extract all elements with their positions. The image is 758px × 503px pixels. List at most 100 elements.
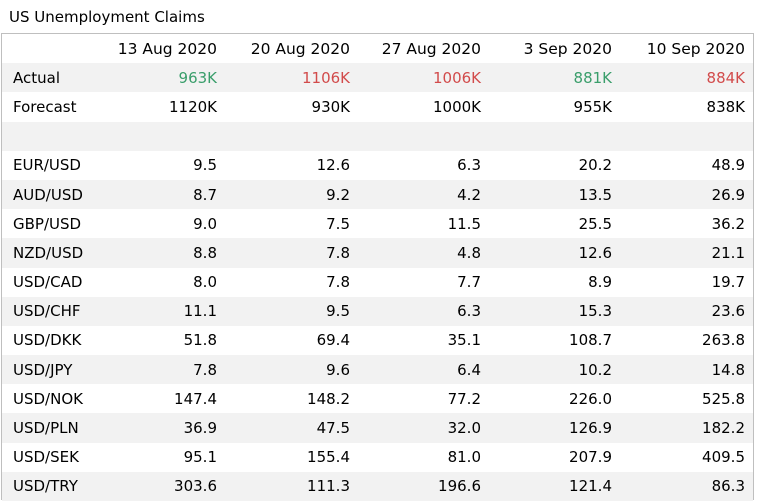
pair-label: USD/PLN	[13, 419, 79, 438]
pair-value: 126.9	[569, 419, 612, 438]
pair-value: 86.3	[711, 477, 745, 496]
pair-label: USD/CHF	[13, 302, 81, 321]
pair-label: USD/NOK	[13, 389, 83, 408]
table-row: GBP/USD 9.0 7.5 11.5 25.5 36.2	[2, 209, 753, 238]
table-row: USD/JPY 7.8 9.6 6.4 10.2 14.8	[2, 355, 753, 385]
pair-label: USD/CAD	[13, 273, 83, 292]
column-header: 20 Aug 2020	[250, 39, 350, 58]
pair-value: 9.6	[326, 360, 350, 379]
actual-value: 881K	[573, 68, 612, 87]
pair-value: 10.2	[578, 360, 612, 379]
pair-value: 303.6	[174, 477, 217, 496]
pair-value: 51.8	[183, 331, 217, 350]
pair-value: 8.7	[193, 185, 217, 204]
pair-label: USD/JPY	[13, 360, 73, 379]
table-header-row: 13 Aug 2020 20 Aug 2020 27 Aug 2020 3 Se…	[2, 34, 753, 63]
forecast-value: 1000K	[432, 97, 481, 116]
forecast-value: 955K	[573, 97, 612, 116]
pair-value: 8.8	[193, 243, 217, 262]
pair-value: 11.5	[447, 214, 481, 233]
column-header: 13 Aug 2020	[117, 39, 217, 58]
pair-label: USD/SEK	[13, 448, 79, 467]
pair-value: 7.8	[326, 243, 350, 262]
pair-value: 12.6	[316, 156, 350, 175]
pair-value: 21.1	[711, 243, 745, 262]
pair-value: 4.2	[457, 185, 481, 204]
row-label: Forecast	[13, 97, 77, 116]
pair-value: 77.2	[447, 389, 481, 408]
pair-value: 32.0	[447, 419, 481, 438]
pair-value: 9.5	[326, 302, 350, 321]
pair-value: 111.3	[307, 477, 350, 496]
pair-label: AUD/USD	[13, 185, 83, 204]
pair-value: 196.6	[438, 477, 481, 496]
pair-value: 9.5	[193, 156, 217, 175]
table-row: USD/CHF 11.1 9.5 6.3 15.3 23.6	[2, 296, 753, 326]
pair-value: 81.0	[447, 448, 481, 467]
pair-value: 23.6	[711, 302, 745, 321]
forecast-value: 930K	[311, 97, 350, 116]
pair-value: 226.0	[569, 389, 612, 408]
pair-value: 7.8	[326, 273, 350, 292]
pair-value: 147.4	[174, 389, 217, 408]
pair-value: 13.5	[578, 185, 612, 204]
pair-value: 263.8	[702, 331, 745, 350]
pair-value: 14.8	[711, 360, 745, 379]
pair-value: 409.5	[702, 448, 745, 467]
spacer-row	[2, 121, 753, 151]
table-row: USD/TRY 303.6 111.3 196.6 121.4 86.3	[2, 471, 753, 501]
forecast-row: Forecast 1120K 930K 1000K 955K 838K	[2, 92, 753, 121]
pair-value: 11.1	[183, 302, 217, 321]
table-row: USD/SEK 95.1 155.4 81.0 207.9 409.5	[2, 443, 753, 472]
pair-value: 95.1	[183, 448, 217, 467]
actual-value: 884K	[706, 68, 745, 87]
pair-value: 36.2	[711, 214, 745, 233]
pair-value: 9.0	[193, 214, 217, 233]
pair-label: EUR/USD	[13, 156, 81, 175]
actual-value: 1106K	[301, 68, 350, 87]
pair-value: 121.4	[569, 477, 612, 496]
pair-label: USD/DKK	[13, 331, 82, 350]
actual-row: Actual 963K 1106K 1006K 881K 884K	[2, 63, 753, 93]
actual-value: 1006K	[432, 68, 481, 87]
pair-value: 7.8	[193, 360, 217, 379]
pair-value: 8.0	[193, 273, 217, 292]
pair-value: 15.3	[578, 302, 612, 321]
pair-value: 207.9	[569, 448, 612, 467]
pair-value: 525.8	[702, 389, 745, 408]
table-row: AUD/USD 8.7 9.2 4.2 13.5 26.9	[2, 179, 753, 210]
table-row: USD/NOK 147.4 148.2 77.2 226.0 525.8	[2, 384, 753, 413]
column-header: 27 Aug 2020	[381, 39, 481, 58]
pair-value: 35.1	[447, 331, 481, 350]
pair-value: 19.7	[711, 273, 745, 292]
pair-value: 7.7	[457, 273, 481, 292]
pair-value: 182.2	[702, 419, 745, 438]
pair-value: 36.9	[183, 419, 217, 438]
pair-value: 20.2	[578, 156, 612, 175]
pair-value: 108.7	[569, 331, 612, 350]
column-header: 3 Sep 2020	[523, 39, 612, 58]
pair-value: 155.4	[307, 448, 350, 467]
page-title: US Unemployment Claims	[9, 8, 205, 26]
table-row: USD/CAD 8.0 7.8 7.7 8.9 19.7	[2, 268, 753, 297]
pair-value: 8.9	[588, 273, 612, 292]
pair-value: 26.9	[711, 185, 745, 204]
pair-value: 6.4	[457, 360, 481, 379]
pair-label: GBP/USD	[13, 214, 82, 233]
claims-table: 13 Aug 2020 20 Aug 2020 27 Aug 2020 3 Se…	[1, 33, 754, 501]
pair-label: USD/TRY	[13, 477, 78, 496]
pair-value: 69.4	[316, 331, 350, 350]
pair-value: 4.8	[457, 243, 481, 262]
table-row: EUR/USD 9.5 12.6 6.3 20.2 48.9	[2, 151, 753, 180]
pair-value: 148.2	[307, 389, 350, 408]
forecast-value: 838K	[706, 97, 745, 116]
table-row: USD/DKK 51.8 69.4 35.1 108.7 263.8	[2, 326, 753, 355]
pair-value: 9.2	[326, 185, 350, 204]
actual-value: 963K	[178, 68, 217, 87]
forecast-value: 1120K	[168, 97, 217, 116]
pair-label: NZD/USD	[13, 243, 84, 262]
column-header: 10 Sep 2020	[646, 39, 745, 58]
pair-value: 25.5	[578, 214, 612, 233]
pair-value: 6.3	[457, 156, 481, 175]
pair-value: 48.9	[711, 156, 745, 175]
